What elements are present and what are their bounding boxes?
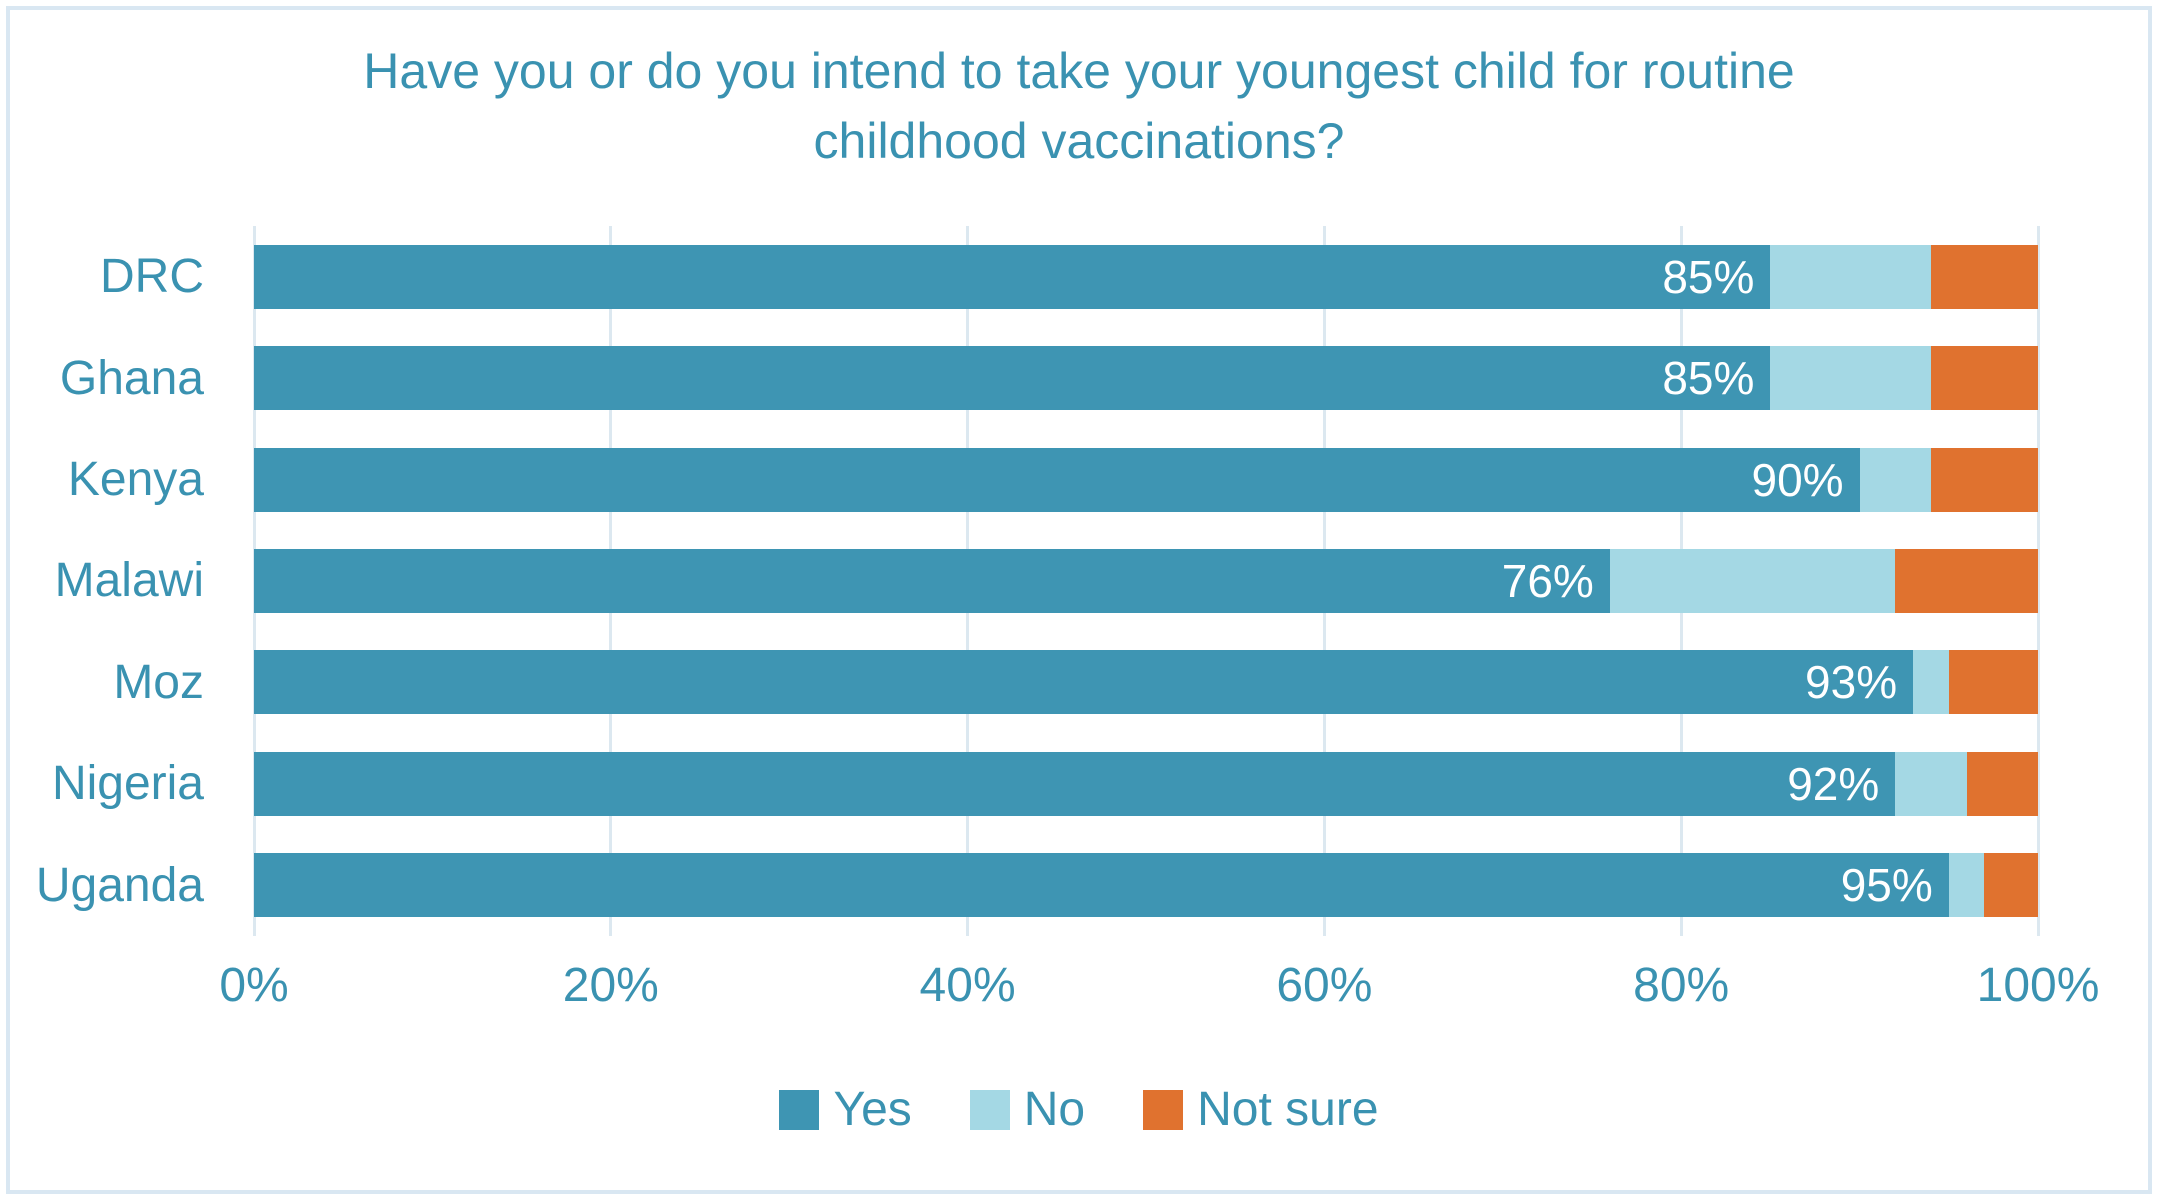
legend-item: Yes — [779, 1082, 912, 1137]
stacked-bar: 93% — [254, 650, 2038, 715]
bar-segment-yes: 95% — [254, 853, 1949, 918]
data-label: 85% — [1662, 352, 1755, 405]
category-label: Nigeria — [51, 757, 204, 811]
bar-segment-yes: 90% — [254, 447, 1860, 512]
category-label: Ghana — [59, 351, 204, 405]
bar-segment-no — [1948, 853, 1985, 918]
gridline — [2036, 226, 2040, 936]
x-axis-tick-label: 100% — [1976, 959, 2100, 1012]
stacked-bar: 85% — [254, 346, 2038, 411]
bar-segment-not-sure — [1984, 853, 2038, 918]
x-axis: 0% 20% 40% 60% 80% 100% — [219, 958, 2099, 1028]
x-axis-tick-label: 80% — [1633, 959, 1730, 1012]
legend-item: Not sure — [1143, 1082, 1379, 1137]
bar-segment-yes: 93% — [254, 650, 1914, 715]
x-axis-tick-label: 20% — [562, 959, 659, 1012]
bar-segment-not-sure — [1966, 751, 2038, 816]
bar-segment-not-sure — [1930, 346, 2038, 411]
data-label: 90% — [1751, 453, 1844, 506]
x-axis-tick-label: 60% — [1276, 959, 1373, 1012]
bar-segment-yes: 92% — [254, 751, 1896, 816]
data-label: 95% — [1840, 859, 1933, 912]
bar-row: 85% — [254, 226, 2038, 327]
category-label: Uganda — [35, 858, 204, 912]
bar-segment-no — [1770, 346, 1931, 411]
data-label: 85% — [1662, 250, 1755, 303]
stacked-bar: 95% — [254, 853, 2038, 918]
bar-row: 90% — [254, 429, 2038, 530]
legend-swatch-yes — [779, 1089, 820, 1130]
legend-swatch-not-sure — [1143, 1089, 1184, 1130]
bar-segment-yes: 76% — [254, 548, 1610, 613]
category-label: DRC — [100, 250, 204, 304]
data-label: 76% — [1501, 554, 1594, 607]
bar-row: 93% — [254, 632, 2038, 733]
legend-label: Not sure — [1197, 1083, 1379, 1136]
bar-segment-no — [1913, 650, 1949, 715]
plot-area: 85% 85% 90% 76% 93% 92% 95% — [252, 226, 2040, 936]
x-axis-tick-label: 40% — [919, 959, 1016, 1012]
bar-segment-no — [1859, 447, 1931, 512]
stacked-bar: 92% — [254, 751, 2038, 816]
chart-title: Have you or do you intend to take your y… — [363, 43, 1795, 169]
legend-item: No — [969, 1082, 1086, 1137]
stacked-bar: 85% — [254, 244, 2038, 309]
bar-row: 85% — [254, 327, 2038, 428]
legend-label: Yes — [833, 1083, 912, 1136]
legend: Yes No Not sure — [0, 1082, 2158, 1137]
stacked-bar: 90% — [254, 447, 2038, 512]
bar-segment-not-sure — [1930, 244, 2038, 309]
x-axis-tick-label: 0% — [219, 959, 289, 1012]
bar-rows: 85% 85% 90% 76% 93% 92% 95% — [254, 226, 2038, 936]
bar-segment-no — [1895, 751, 1967, 816]
bar-row: 95% — [254, 835, 2038, 936]
bar-segment-yes: 85% — [254, 346, 1771, 411]
stacked-bar: 76% — [254, 548, 2038, 613]
category-label: Kenya — [67, 453, 204, 507]
category-label: Moz — [113, 655, 204, 709]
bar-segment-no — [1770, 244, 1931, 309]
data-label: 93% — [1805, 656, 1898, 709]
bar-segment-yes: 85% — [254, 244, 1771, 309]
bar-segment-not-sure — [1895, 548, 2038, 613]
category-label: Malawi — [54, 554, 204, 608]
legend-swatch-no — [969, 1089, 1010, 1130]
data-label: 92% — [1787, 757, 1880, 810]
bar-segment-not-sure — [1930, 447, 2038, 512]
bar-row: 92% — [254, 733, 2038, 834]
category-labels: DRC Ghana Kenya Malawi Moz Nigeria Uganda — [0, 226, 240, 936]
bar-row: 76% — [254, 530, 2038, 631]
bar-segment-not-sure — [1948, 650, 2038, 715]
bar-segment-no — [1609, 548, 1896, 613]
legend-label: No — [1023, 1083, 1086, 1136]
